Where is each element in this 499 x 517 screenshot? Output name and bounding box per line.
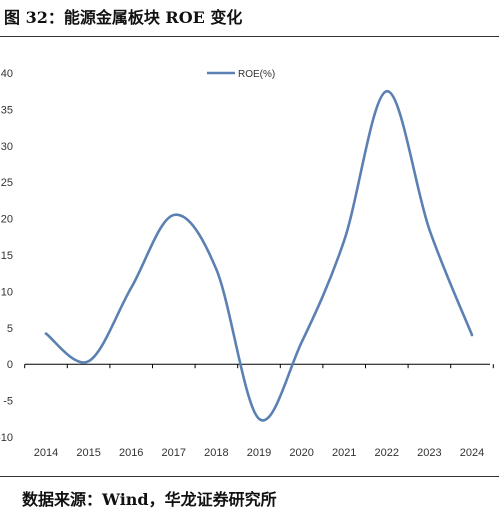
x-tick-label: 2016 xyxy=(119,447,143,459)
y-tick-label: -10 xyxy=(0,432,13,444)
legend: ROE(%) xyxy=(207,69,275,80)
bottom-rule xyxy=(0,476,499,477)
y-tick-label: 5 xyxy=(7,323,13,335)
x-tick-label: 2019 xyxy=(247,447,271,459)
y-tick-label: -5 xyxy=(3,396,13,408)
y-tick-label: 25 xyxy=(1,177,13,189)
y-tick-label: 0 xyxy=(7,359,13,371)
top-rule xyxy=(0,36,499,37)
y-tick-label: 35 xyxy=(1,104,13,116)
x-tick-label: 2021 xyxy=(332,447,356,459)
x-axis: 2014 2015 2016 2017 2018 2019 2020 2021 2022 2023… xyxy=(24,363,494,459)
x-tick-label: 2015 xyxy=(76,447,100,459)
x-tick-label: 2024 xyxy=(460,447,484,459)
y-tick-label: 10 xyxy=(1,286,13,298)
series-line-roe xyxy=(44,89,474,422)
x-tick-label: 2018 xyxy=(204,447,228,459)
x-tick-label: 2017 xyxy=(162,447,186,459)
y-tick-label: 40 xyxy=(1,68,13,80)
series-area xyxy=(44,89,474,422)
y-tick-label: 30 xyxy=(1,141,13,153)
x-tick-label: 2014 xyxy=(34,447,58,459)
figure-title: 图 32：能源金属板块 ROE 变化 xyxy=(4,8,243,27)
x-tick-label: 2023 xyxy=(417,447,441,459)
legend-label: ROE(%) xyxy=(238,69,275,80)
y-axis: 40 35 30 25 20 15 10 5 0 -5 -10 xyxy=(0,68,13,444)
y-tick-label: 15 xyxy=(1,250,13,262)
source-note: 数据来源：Wind，华龙证券研究所 xyxy=(22,490,277,509)
x-tick-label: 2022 xyxy=(375,447,399,459)
y-tick-label: 20 xyxy=(1,214,13,226)
x-tick-label: 2020 xyxy=(289,447,313,459)
